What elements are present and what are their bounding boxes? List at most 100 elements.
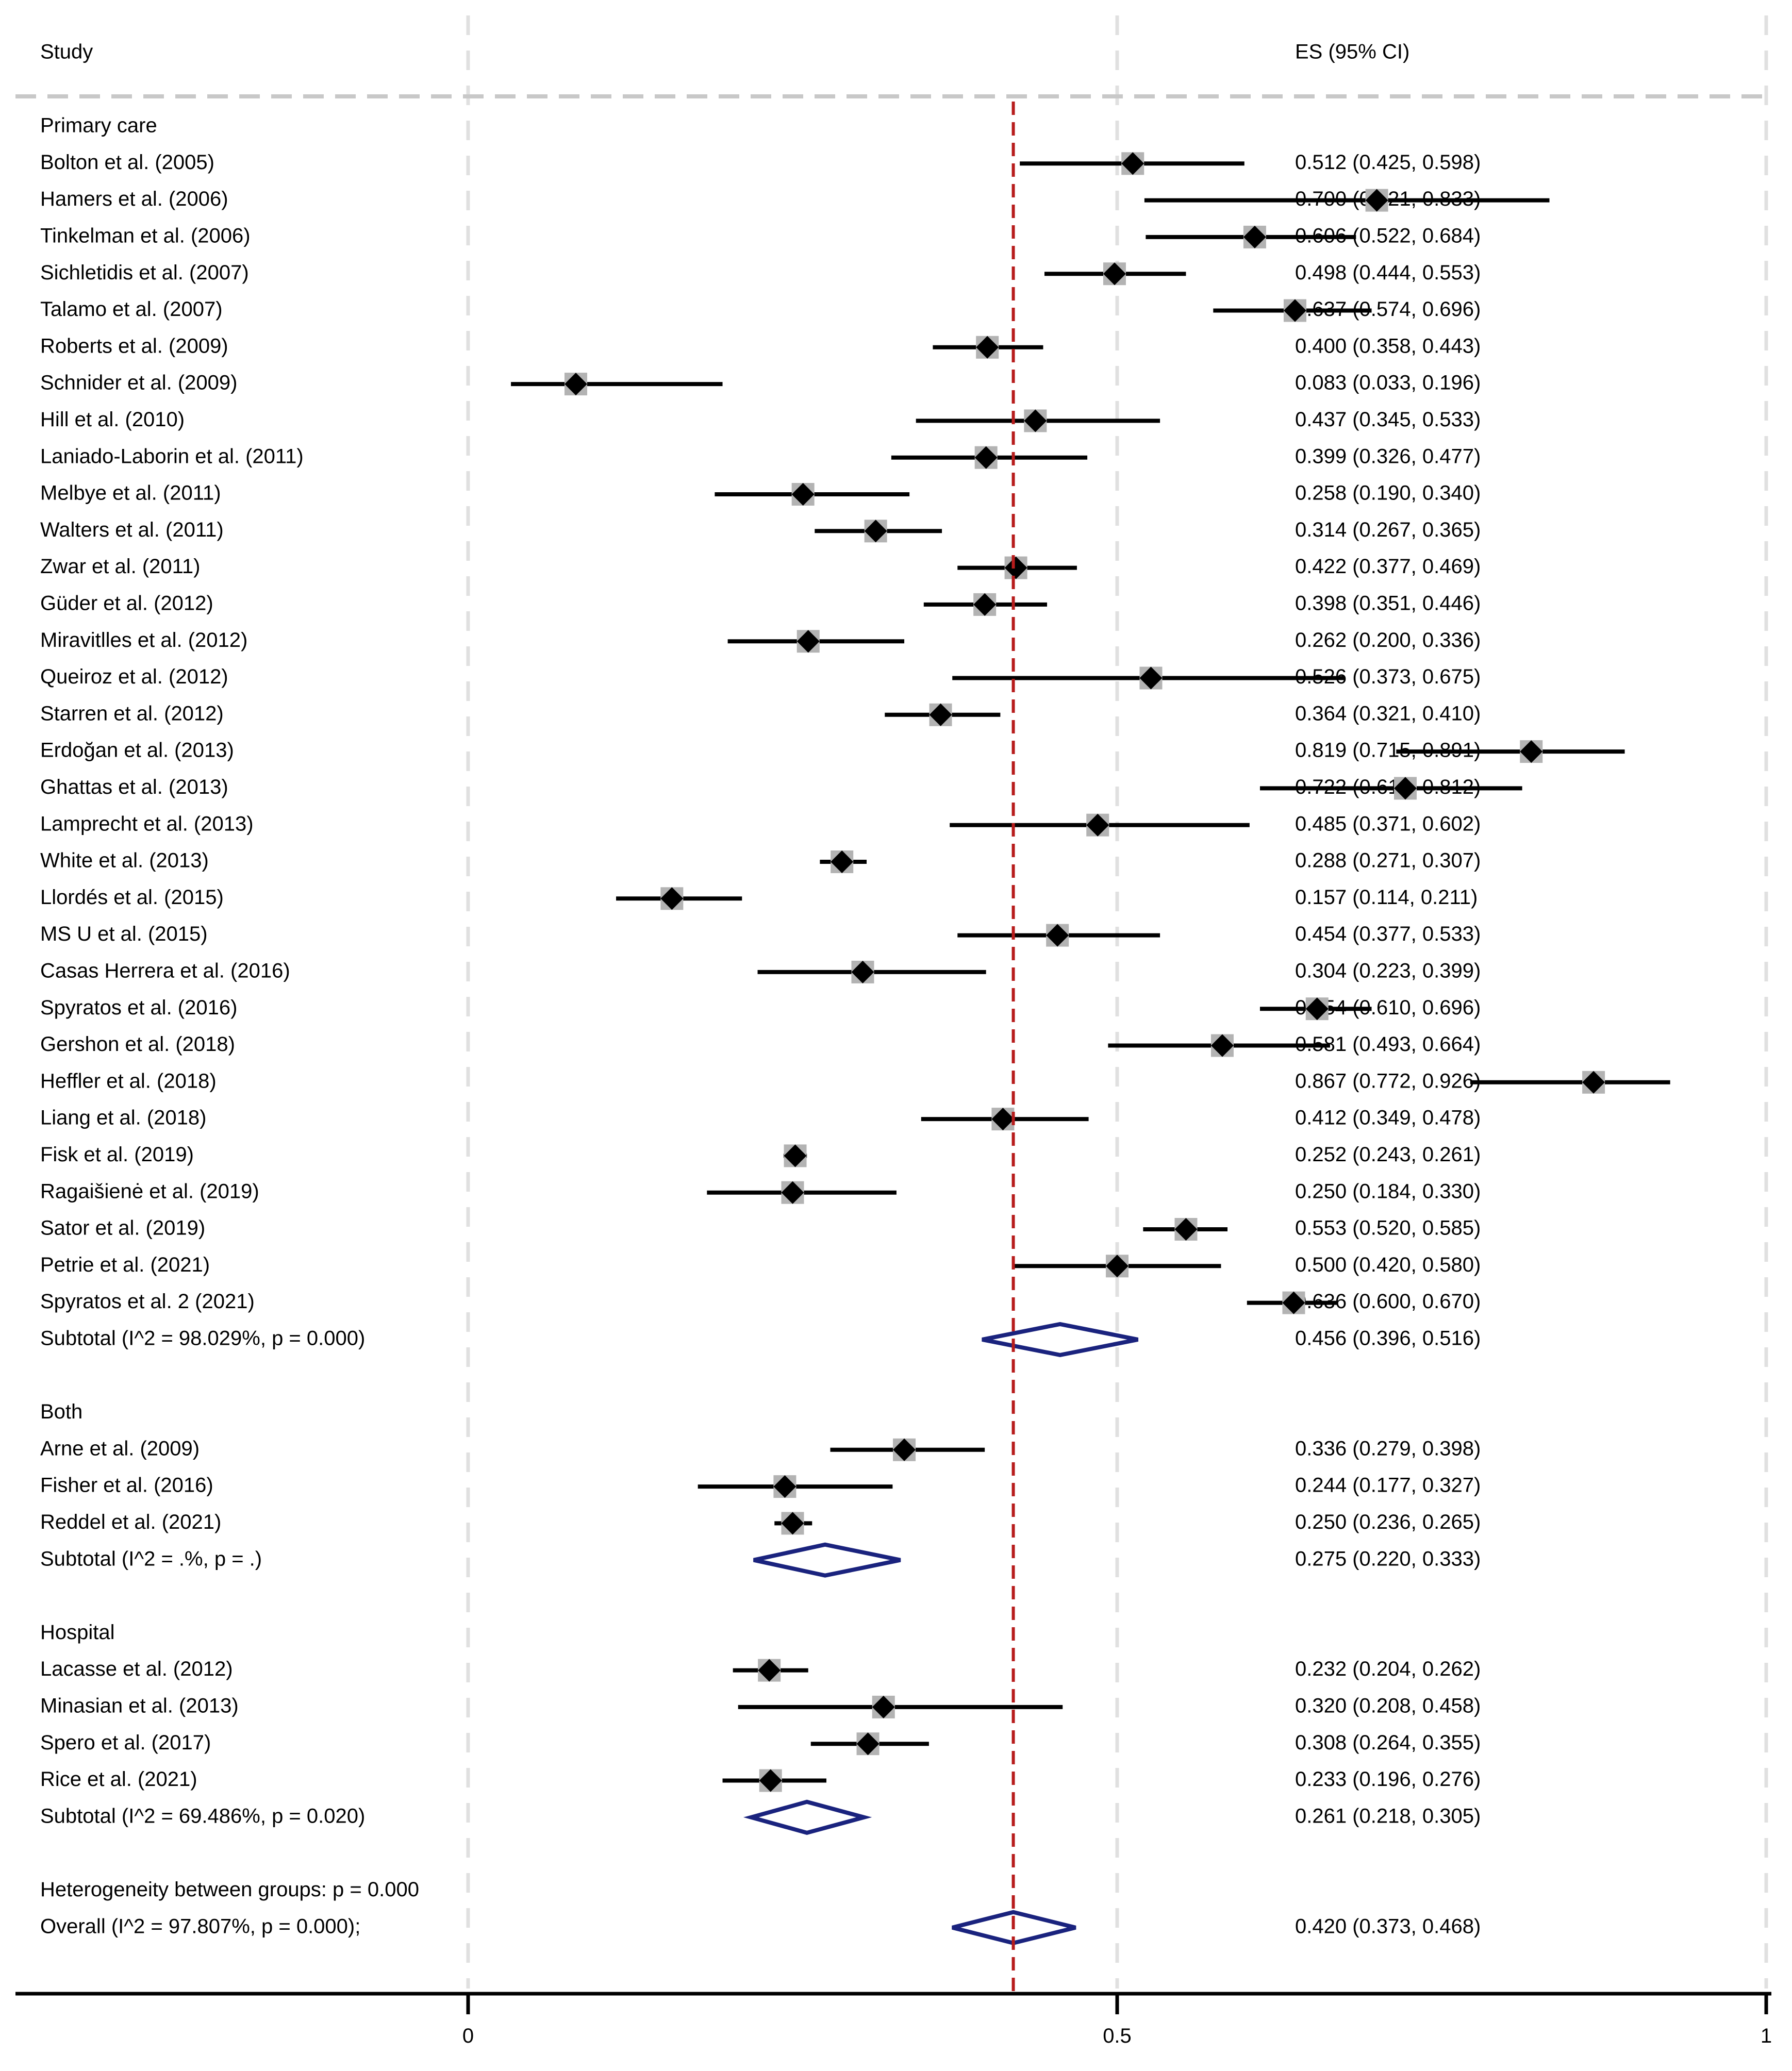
study-label: Tinkelman et al. (2006): [40, 224, 251, 247]
group-heading: Both: [40, 1400, 82, 1423]
study-es-text: 0.288 (0.271, 0.307): [1295, 849, 1481, 872]
overall-label: Overall (I^2 = 97.807%, p = 0.000);: [40, 1915, 360, 1938]
x-tick-label: 0: [462, 2025, 474, 2047]
study-label: Sichletidis et al. (2007): [40, 261, 249, 284]
study-label: Gershon et al. (2018): [40, 1033, 235, 1056]
study-es-text: 0.252 (0.243, 0.261): [1295, 1143, 1481, 1166]
study-label: Llordés et al. (2015): [40, 886, 224, 909]
study-label: Spero et al. (2017): [40, 1731, 211, 1754]
group-heading: Primary care: [40, 114, 157, 137]
study-es-text: 0.412 (0.349, 0.478): [1295, 1107, 1481, 1129]
study-label: Minasian et al. (2013): [40, 1694, 239, 1717]
subtotal-diamond: [743, 1799, 872, 1835]
point-estimate-marker: [851, 960, 874, 983]
point-estimate-marker: [564, 373, 587, 396]
overall-es-text: 0.420 (0.373, 0.468): [1295, 1915, 1481, 1938]
study-es-text: 0.262 (0.200, 0.336): [1295, 629, 1481, 652]
point-estimate-marker: [973, 593, 997, 616]
point-estimate-marker: [759, 1769, 782, 1792]
point-estimate-marker: [1582, 1071, 1605, 1094]
study-label: Lamprecht et al. (2013): [40, 812, 254, 835]
point-estimate-marker: [872, 1695, 895, 1718]
point-estimate-marker: [781, 1512, 804, 1535]
x-tick-label: 0.5: [1103, 2025, 1132, 2047]
point-estimate-marker: [1103, 262, 1126, 286]
study-es-text: 0.454 (0.377, 0.533): [1295, 923, 1481, 945]
study-es-text: 0.400 (0.358, 0.443): [1295, 335, 1481, 357]
point-estimate-marker: [758, 1659, 781, 1682]
study-label: Ragaišienė et al. (2019): [40, 1180, 259, 1202]
study-label: Melbye et al. (2011): [40, 482, 221, 505]
study-label: Spyratos et al. 2 (2021): [40, 1290, 255, 1313]
heterogeneity-text: Heterogeneity between groups: p = 0.000: [40, 1878, 419, 1901]
column-header-es: ES (95% CI): [1295, 41, 1409, 63]
study-label: Roberts et al. (2009): [40, 335, 228, 357]
point-estimate-marker: [974, 446, 998, 469]
study-label: Hamers et al. (2006): [40, 188, 228, 210]
point-estimate-marker: [1393, 777, 1417, 800]
subtotal-es-text: 0.275 (0.220, 0.333): [1295, 1547, 1481, 1570]
point-estimate-marker: [1004, 556, 1027, 579]
gridlines: [466, 15, 1768, 1989]
study-es-text: 0.398 (0.351, 0.446): [1295, 592, 1481, 614]
study-label: Starren et al. (2012): [40, 702, 224, 725]
point-estimate-marker: [781, 1181, 804, 1204]
study-label: MS U et al. (2015): [40, 923, 208, 945]
point-estimate-marker: [791, 483, 815, 506]
study-label: Fisher et al. (2016): [40, 1474, 213, 1497]
point-estimate-marker: [1305, 997, 1329, 1021]
point-estimate-marker: [831, 850, 854, 873]
point-estimate-marker: [856, 1732, 880, 1756]
study-label: Güder et al. (2012): [40, 592, 213, 614]
study-es-text: 0.304 (0.223, 0.399): [1295, 959, 1481, 982]
subtotal-label: Subtotal (I^2 = 98.029%, p = 0.000): [40, 1327, 365, 1349]
study-label: Liang et al. (2018): [40, 1107, 206, 1129]
study-label: Heffler et al. (2018): [40, 1070, 217, 1092]
study-label: Spyratos et al. (2016): [40, 996, 237, 1019]
point-estimate-marker: [797, 630, 820, 653]
study-es-text: 0.244 (0.177, 0.327): [1295, 1474, 1481, 1497]
point-estimate-marker: [1520, 740, 1543, 763]
study-es-text: 0.157 (0.114, 0.211): [1295, 886, 1478, 909]
point-estimate-marker: [976, 336, 999, 359]
study-es-text: 0.250 (0.236, 0.265): [1295, 1511, 1481, 1533]
point-estimate-marker: [991, 1108, 1015, 1131]
study-es-text: 0.422 (0.377, 0.469): [1295, 555, 1481, 578]
point-estimate-marker: [1243, 225, 1266, 248]
study-rows: Primary care Bolton et al. (2005) 0.512 (0…: [40, 114, 1670, 1945]
subtotal-es-text: 0.456 (0.396, 0.516): [1295, 1327, 1481, 1349]
study-label: Erdoğan et al. (2013): [40, 739, 234, 762]
study-label: Laniado-Laborin et al. (2011): [40, 445, 304, 467]
study-label: Zwar et al. (2011): [40, 555, 201, 578]
x-axis: -0.500.511.5: [15, 1992, 1772, 2047]
study-es-text: 0.553 (0.520, 0.585): [1295, 1217, 1481, 1240]
study-label: Schnider et al. (2009): [40, 372, 237, 394]
study-label: Walters et al. (2011): [40, 519, 224, 541]
study-es-text: 0.512 (0.425, 0.598): [1295, 151, 1481, 174]
point-estimate-marker: [784, 1144, 807, 1167]
overall-diamond: [952, 1910, 1076, 1945]
point-estimate-marker: [1139, 666, 1163, 690]
study-label: Sator et al. (2019): [40, 1217, 205, 1240]
study-label: Miravitlles et al. (2012): [40, 629, 247, 652]
point-estimate-marker: [864, 520, 887, 543]
subtotal-label: Subtotal (I^2 = .%, p = .): [40, 1547, 262, 1570]
point-estimate-marker: [929, 703, 952, 726]
point-estimate-marker: [1106, 1255, 1129, 1278]
study-es-text: 0.083 (0.033, 0.196): [1295, 372, 1481, 394]
point-estimate-marker: [1210, 1034, 1234, 1057]
study-label: Arne et al. (2009): [40, 1437, 200, 1460]
point-estimate-marker: [773, 1475, 797, 1498]
study-es-text: 0.336 (0.279, 0.398): [1295, 1437, 1481, 1460]
study-es-text: 0.485 (0.371, 0.602): [1295, 812, 1481, 835]
column-header-study: Study: [40, 41, 93, 63]
study-es-text: 0.498 (0.444, 0.553): [1295, 261, 1481, 284]
study-es-text: 0.399 (0.326, 0.477): [1295, 445, 1481, 467]
study-es-text: 0.364 (0.321, 0.410): [1295, 702, 1481, 725]
point-estimate-marker: [1282, 1291, 1305, 1314]
point-estimate-marker: [1174, 1218, 1198, 1241]
study-es-text: 0.314 (0.267, 0.365): [1295, 519, 1481, 541]
study-es-text: 0.500 (0.420, 0.580): [1295, 1254, 1481, 1276]
study-es-text: 0.250 (0.184, 0.330): [1295, 1180, 1481, 1202]
